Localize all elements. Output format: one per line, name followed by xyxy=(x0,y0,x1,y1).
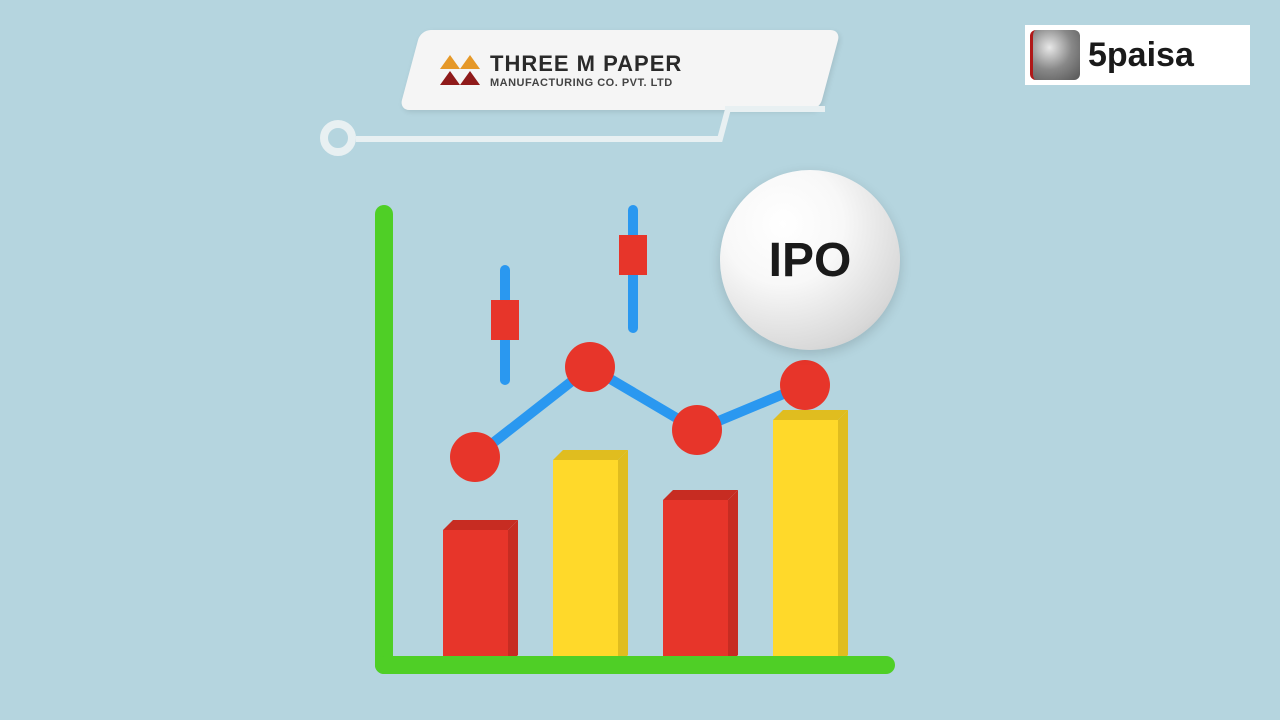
brand-name: 5paisa xyxy=(1088,36,1194,75)
company-badge: THREE M PAPER MANUFACTURING CO. PVT. LTD xyxy=(399,30,840,110)
brand-globe-icon xyxy=(1030,30,1080,80)
connector-ring-icon xyxy=(320,120,356,156)
connector-line xyxy=(356,136,721,142)
company-text: THREE M PAPER MANUFACTURING CO. PVT. LTD xyxy=(490,51,682,89)
ipo-label: IPO xyxy=(769,233,852,288)
connector-line xyxy=(725,106,825,112)
company-subtitle: MANUFACTURING CO. PVT. LTD xyxy=(490,77,682,89)
ipo-sphere: IPO xyxy=(720,170,900,350)
company-name: THREE M PAPER xyxy=(490,51,682,77)
company-badge-inner: THREE M PAPER MANUFACTURING CO. PVT. LTD xyxy=(440,51,682,89)
brand-badge: 5paisa xyxy=(1025,25,1250,85)
company-logo-icon xyxy=(440,55,480,85)
